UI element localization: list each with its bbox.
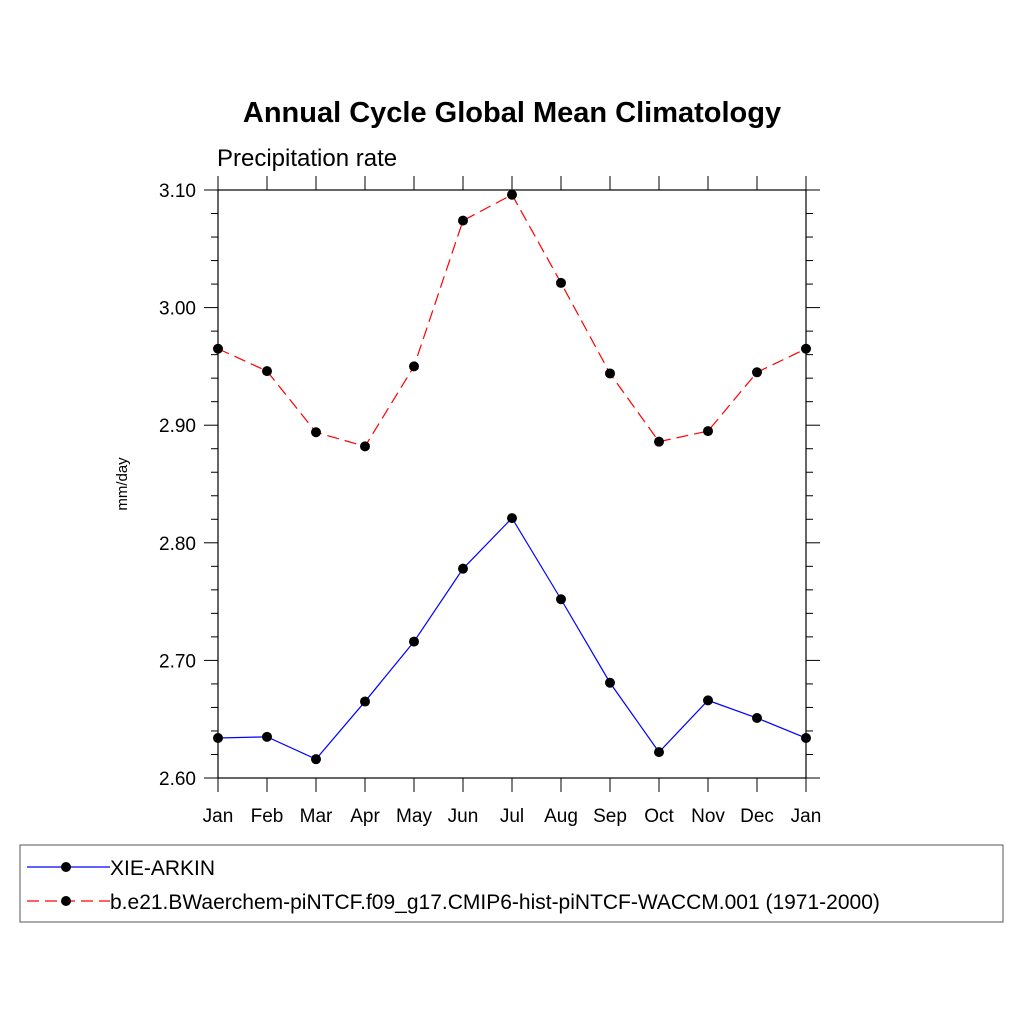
x-tick-label: Oct [644, 806, 674, 827]
legend-marker-2 [61, 896, 71, 906]
axis-ticks: 2.60 2.70 2.80 2.90 3.00 3.10 Jan Feb Mar Apr May J… [159, 176, 821, 827]
x-tick-label: Sep [593, 806, 627, 827]
data-point-1 [507, 513, 517, 524]
chart-title: Annual Cycle Global Mean Climatology [243, 97, 781, 129]
data-point-2 [311, 427, 321, 438]
legend-label-1: XIE-ARKIN [110, 857, 215, 880]
legend-box [19, 844, 1004, 923]
x-tick-label: Nov [691, 806, 725, 827]
x-tick-label: Aug [544, 806, 578, 827]
data-point-1 [801, 733, 811, 744]
legend-label-2: b.e21.BWaerchem-piNTCF.f09_g17.CMIP6-his… [110, 891, 880, 914]
data-point-1 [311, 754, 321, 765]
data-point-2 [654, 436, 664, 447]
data-point-2 [458, 215, 468, 226]
y-axis-label: mm/day [114, 457, 131, 511]
data-point-2 [801, 343, 811, 354]
data-point-1 [262, 731, 272, 742]
x-tick-label: Jan [203, 806, 234, 827]
data-point-2 [507, 189, 517, 200]
series-line-1 [217, 517, 807, 760]
x-tick-label: Jan [791, 806, 822, 827]
x-tick-label: Mar [300, 806, 333, 827]
y-tick-label: 2.80 [159, 534, 196, 555]
data-point-2 [752, 367, 762, 378]
data-point-2 [605, 368, 615, 379]
x-tick-label: Jun [448, 806, 479, 827]
data-point-1 [213, 733, 223, 744]
x-tick-label: Feb [251, 806, 284, 827]
chart-subtitle: Precipitation rate [217, 145, 397, 172]
data-point-1 [605, 677, 615, 688]
data-point-1 [556, 594, 566, 605]
data-point-1 [654, 747, 664, 758]
x-tick-label: May [396, 806, 432, 827]
data-point-1 [458, 563, 468, 574]
data-point-1 [409, 636, 419, 647]
y-tick-label: 2.90 [159, 416, 196, 437]
y-tick-label: 2.60 [159, 769, 196, 790]
legend-marker-1 [61, 862, 71, 872]
plot-frame [217, 189, 807, 779]
legend: XIE-ARKIN b.e21.BWaerchem-piNTCF.f09_g17.… [19, 844, 1004, 923]
x-tick-label: Apr [350, 806, 380, 827]
data-point-2 [409, 361, 419, 372]
y-tick-label: 2.70 [159, 651, 196, 672]
data-point-2 [262, 366, 272, 377]
data-point-2 [703, 426, 713, 437]
data-point-2 [556, 277, 566, 288]
axes [217, 189, 807, 779]
x-tick-label: Dec [740, 806, 774, 827]
data-point-2 [360, 441, 370, 452]
series-line-2 [217, 193, 807, 448]
data-point-1 [703, 695, 713, 706]
y-tick-label: 3.10 [159, 181, 196, 202]
plot-area [213, 189, 811, 765]
data-point-2 [213, 343, 223, 354]
data-point-1 [360, 696, 370, 707]
y-tick-label: 3.00 [159, 299, 196, 320]
data-point-1 [752, 713, 762, 724]
x-tick-label: Jul [500, 806, 524, 827]
